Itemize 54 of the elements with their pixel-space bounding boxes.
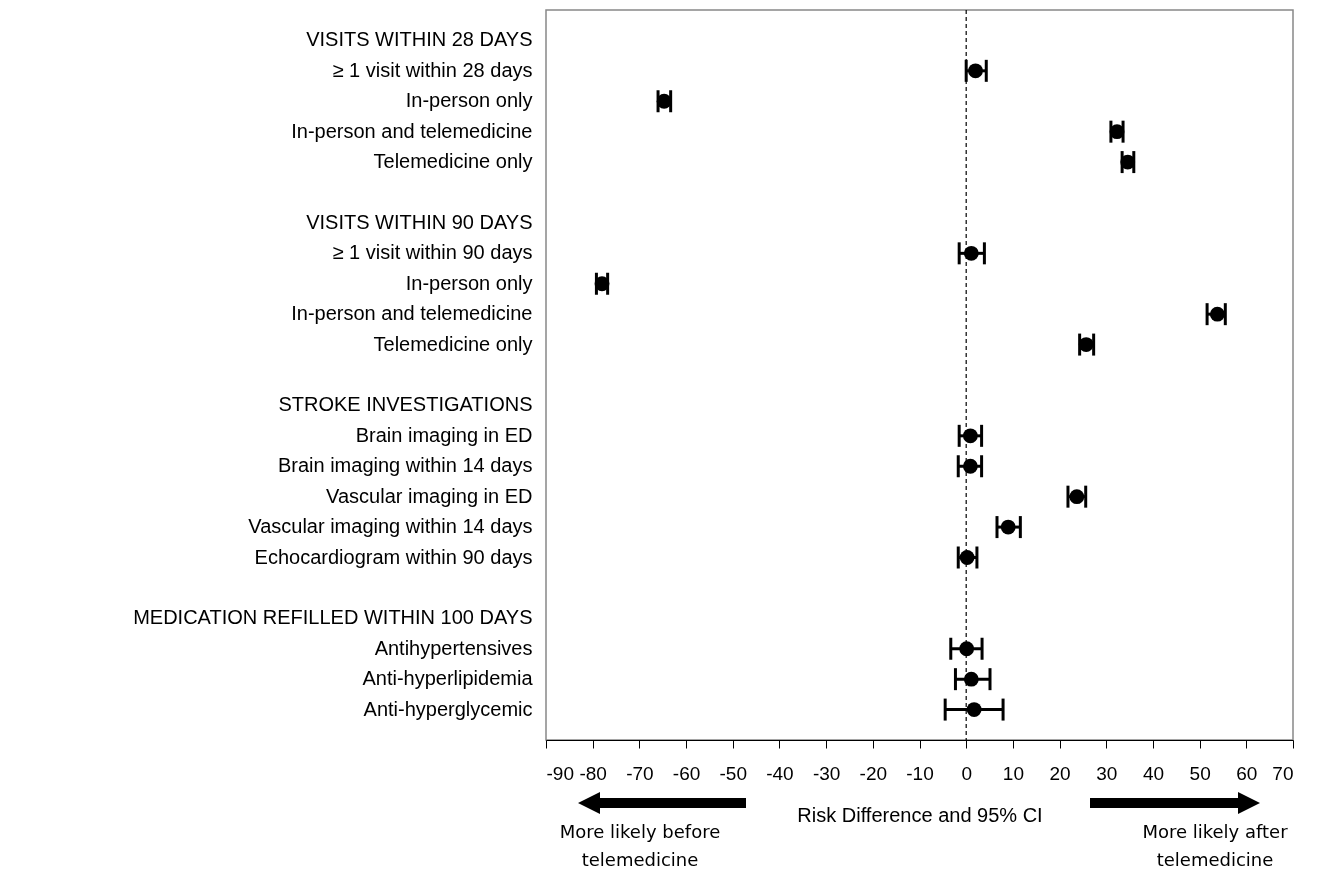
point bbox=[968, 63, 983, 79]
point bbox=[966, 702, 982, 717]
y-tick-label: Anti-hyperglycemic bbox=[363, 697, 533, 720]
x-tick-label: -60 bbox=[672, 762, 701, 784]
x-tick-label: 60 bbox=[1236, 762, 1258, 784]
point bbox=[963, 671, 979, 687]
y-tick-label: Vascular imaging in ED bbox=[326, 484, 533, 507]
x-tick-label: -50 bbox=[719, 762, 747, 784]
point bbox=[656, 93, 672, 109]
y-tick-label: ≥ 1 visit within 90 days bbox=[332, 241, 533, 264]
x-tick-label: 10 bbox=[1002, 762, 1024, 784]
y-tick-label: Anti-hyperlipidemia bbox=[362, 667, 534, 690]
y-tick-label: VISITS WITHIN 28 DAYS bbox=[306, 28, 533, 51]
point bbox=[963, 245, 979, 261]
x-tick-label: 70 bbox=[1272, 762, 1294, 784]
text: More likely after telemedicine bbox=[1141, 820, 1289, 872]
x-tick-label: -70 bbox=[626, 762, 654, 784]
x-tick-label: 20 bbox=[1049, 762, 1071, 784]
point bbox=[594, 276, 610, 292]
y-tick-label: In-person and telemedicine bbox=[291, 302, 533, 325]
point bbox=[959, 641, 975, 657]
point bbox=[1209, 306, 1225, 322]
point bbox=[1120, 154, 1136, 170]
text: More likely before telemedicine bbox=[558, 820, 722, 872]
x-tick-label: 0 bbox=[961, 762, 972, 784]
x-axis-title: Risk Difference and 95% CI bbox=[797, 803, 1043, 826]
x-tick-label: -20 bbox=[859, 762, 888, 784]
x-tick-label: -30 bbox=[812, 762, 841, 784]
y-tick-label: Brain imaging within 14 days bbox=[277, 454, 533, 477]
x-tick-label: 50 bbox=[1189, 762, 1211, 784]
x-tick-label: -80 bbox=[579, 762, 607, 784]
y-tick-label: In-person only bbox=[405, 271, 533, 294]
point bbox=[1109, 124, 1125, 140]
x-tick-label: -10 bbox=[906, 762, 934, 784]
x-tick-label: 30 bbox=[1096, 762, 1118, 784]
x-tick-label: -40 bbox=[766, 762, 794, 784]
point bbox=[1000, 519, 1016, 535]
point bbox=[962, 458, 978, 474]
point bbox=[1078, 337, 1094, 352]
y-tick-label: In-person only bbox=[405, 89, 533, 112]
y-tick-label: STROKE INVESTIGATIONS bbox=[278, 393, 533, 416]
x-tick-label: -90 bbox=[546, 762, 574, 784]
y-tick-label: Vascular imaging within 14 days bbox=[248, 515, 533, 538]
y-tick-label: Brain imaging in ED bbox=[355, 423, 533, 446]
y-tick-label: ≥ 1 visit within 28 days bbox=[332, 58, 533, 81]
y-tick-label: In-person and telemedicine bbox=[291, 119, 533, 142]
point bbox=[962, 428, 978, 444]
x-tick-label: 40 bbox=[1142, 762, 1165, 784]
y-tick-label: Telemedicine only bbox=[373, 332, 533, 355]
y-tick-label: Antihypertensives bbox=[374, 636, 533, 659]
y-tick-label: Echocardiogram within 90 days bbox=[254, 545, 533, 568]
y-tick-label: MEDICATION REFILLED WITHIN 100 DAYS bbox=[133, 606, 533, 629]
y-tick-label: VISITS WITHIN 90 DAYS bbox=[306, 210, 533, 233]
y-tick-label: Telemedicine only bbox=[373, 150, 533, 173]
